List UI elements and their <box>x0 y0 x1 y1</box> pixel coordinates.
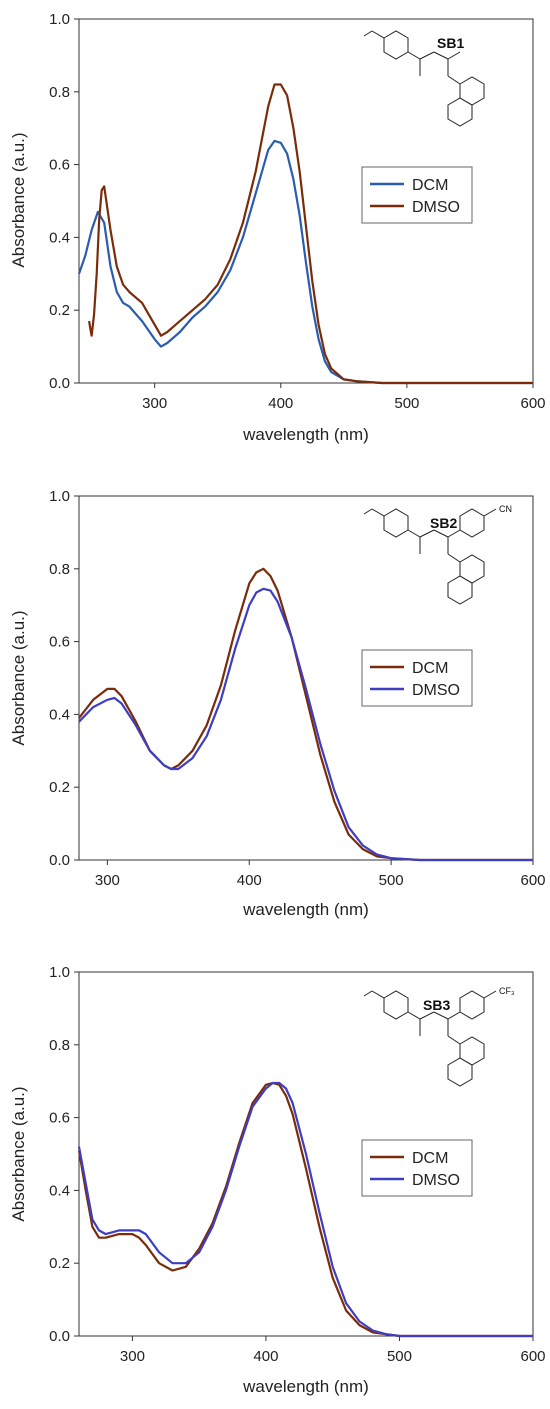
y-axis-title: Absorbance (a.u.) <box>9 132 28 267</box>
y-ticks: 0.0 0.2 0.4 0.6 0.8 1.0 <box>49 11 79 392</box>
y-tick-label: 0.6 <box>49 1110 70 1127</box>
x-tick-label: 400 <box>268 395 293 412</box>
series-line-dmso <box>78 587 533 862</box>
x-tick-label: 400 <box>253 1348 278 1365</box>
legend-items: DCM DMSO <box>370 660 460 699</box>
legend-items: DCM DMSO <box>370 1150 460 1189</box>
x-tick-label: 300 <box>120 1348 145 1365</box>
legend-label: DCM <box>412 660 448 677</box>
chart-panel-sb1: 0.0 0.2 0.4 0.6 0.8 1.0 300 400 500 600 waveleng… <box>0 0 550 468</box>
y-tick-label: 0.4 <box>49 229 70 246</box>
x-tick-label: 300 <box>142 395 167 412</box>
x-tick-label: 600 <box>520 872 545 889</box>
x-tick-label: 500 <box>379 872 404 889</box>
y-ticks: 0.0 0.2 0.4 0.6 0.8 1.0 <box>49 488 79 869</box>
y-tick-label: 0.6 <box>49 634 70 651</box>
legend-label: DCM <box>412 177 448 194</box>
sample-label: SB1 <box>437 35 464 51</box>
y-tick-label: 0.8 <box>49 561 70 578</box>
absorbance-chart-sb3: 0.0 0.2 0.4 0.6 0.8 1.0 300 400 500 600 waveleng… <box>9 964 546 1396</box>
plot-frame <box>78 495 534 861</box>
series-line-dcm <box>78 567 533 862</box>
x-axis-title: wavelength (nm) <box>242 1377 369 1396</box>
series-line-dcm <box>77 1081 533 1338</box>
chart-panel-sb2: 0.0 0.2 0.4 0.6 0.8 1.0 300 400 500 600 waveleng… <box>0 468 550 936</box>
y-tick-label: 1.0 <box>49 964 70 981</box>
series-line-dmso <box>88 83 533 385</box>
x-tick-label: 500 <box>394 395 419 412</box>
legend-label: DMSO <box>412 1172 460 1189</box>
y-tick-label: 0.6 <box>49 157 70 174</box>
x-ticks: 300 400 500 600 <box>142 383 546 412</box>
legend <box>361 649 473 707</box>
series-line-dmso <box>77 1081 533 1338</box>
y-tick-label: 0.0 <box>49 375 70 392</box>
series-line-dcm <box>77 139 533 385</box>
chart-panel-sb3: 0.0 0.2 0.4 0.6 0.8 1.0 300 400 500 600 waveleng… <box>0 936 550 1404</box>
cn-group-label: CN <box>499 504 512 514</box>
y-axis-title: Absorbance (a.u.) <box>9 610 28 745</box>
legend <box>361 166 473 224</box>
legend-label: DMSO <box>412 682 460 699</box>
x-tick-label: 600 <box>520 395 545 412</box>
legend-label: DMSO <box>412 199 460 216</box>
y-tick-label: 0.8 <box>49 1037 70 1054</box>
x-tick-label: 600 <box>520 1348 545 1365</box>
y-tick-label: 1.0 <box>49 488 70 505</box>
x-ticks: 300 400 500 600 <box>120 1336 546 1365</box>
y-tick-label: 1.0 <box>49 11 70 28</box>
legend-label: DCM <box>412 1150 448 1167</box>
series-lines <box>77 1081 533 1338</box>
y-ticks: 0.0 0.2 0.4 0.6 0.8 1.0 <box>49 964 79 1345</box>
sample-label: SB3 <box>423 997 450 1013</box>
y-tick-label: 0.8 <box>49 84 70 101</box>
y-tick-label: 0.2 <box>49 302 70 319</box>
legend <box>361 1139 473 1197</box>
y-tick-label: 0.4 <box>49 1182 70 1199</box>
y-axis-title: Absorbance (a.u.) <box>9 1086 28 1221</box>
x-tick-label: 400 <box>237 872 262 889</box>
sample-label: SB2 <box>430 515 457 531</box>
y-tick-label: 0.2 <box>49 1255 70 1272</box>
x-tick-label: 500 <box>387 1348 412 1365</box>
y-tick-label: 0.0 <box>49 1328 70 1345</box>
y-tick-label: 0.2 <box>49 779 70 796</box>
plot-frame <box>78 18 534 384</box>
absorbance-chart-sb1: 0.0 0.2 0.4 0.6 0.8 1.0 300 400 500 600 waveleng… <box>9 11 546 444</box>
y-tick-label: 0.0 <box>49 852 70 869</box>
series-lines <box>77 83 533 385</box>
molecule-structure-sb1 <box>363 30 485 127</box>
cf3-group-label: CF₃ <box>499 986 515 996</box>
x-axis-title: wavelength (nm) <box>242 900 369 919</box>
x-axis-title: wavelength (nm) <box>242 425 369 444</box>
legend-items: DCM DMSO <box>370 177 460 216</box>
y-tick-label: 0.4 <box>49 706 70 723</box>
series-lines <box>78 567 533 862</box>
x-tick-label: 300 <box>95 872 120 889</box>
absorbance-chart-sb2: 0.0 0.2 0.4 0.6 0.8 1.0 300 400 500 600 waveleng… <box>9 488 546 919</box>
x-ticks: 300 400 500 600 <box>95 860 546 889</box>
molecule-structure-sb2 <box>363 508 497 605</box>
molecule-structure-sb3 <box>363 990 497 1087</box>
